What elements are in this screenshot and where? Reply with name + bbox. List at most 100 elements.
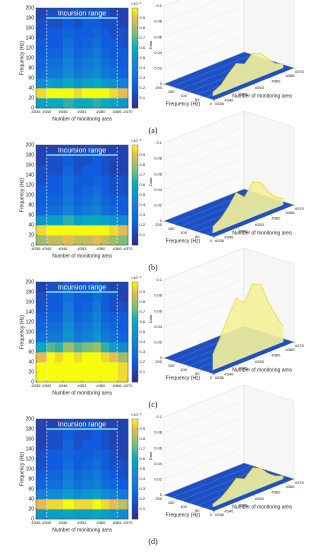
y-tick-label: 140	[26, 172, 35, 178]
x-tick-label: #340	[224, 371, 234, 376]
heat-cell	[109, 155, 118, 166]
z-grid-line	[163, 416, 245, 449]
colorbar-step	[132, 33, 138, 36]
heat-cell	[109, 419, 118, 430]
x-tick	[284, 208, 286, 211]
heat-cell	[36, 292, 48, 303]
colorbar-step	[132, 496, 138, 500]
heat-cell	[36, 362, 48, 373]
heat-cell	[54, 449, 64, 460]
colorbar-step	[132, 449, 138, 452]
heat-cell	[100, 489, 110, 500]
heat-cell	[54, 322, 64, 333]
heat-cell	[82, 185, 94, 196]
colorbar-step	[132, 40, 138, 44]
heat-cell	[54, 8, 64, 19]
heat-cell	[73, 449, 83, 460]
heat-cell	[46, 362, 56, 373]
x-tick	[237, 227, 239, 230]
heat-cell	[36, 215, 48, 226]
heat-cell	[73, 165, 83, 176]
colorbar-tick-label: 0.2	[140, 496, 146, 501]
colorbar-step	[132, 65, 138, 69]
z-tick-label: 0.06	[154, 171, 163, 176]
x-tick-label: #336	[215, 238, 225, 243]
heat-cell	[46, 215, 56, 226]
heat-cell	[100, 499, 110, 510]
heat-cell	[63, 98, 75, 109]
colorbar-label: ×10⁻³	[131, 412, 142, 417]
colorbar-step	[132, 357, 138, 360]
heat-cell	[82, 235, 94, 246]
heat-cell	[63, 352, 75, 363]
colorbar-step	[132, 372, 138, 375]
y-tick-label: 0	[31, 379, 34, 385]
colorbar-step	[132, 309, 138, 313]
x-axis-label: Number of monitoring area	[232, 230, 292, 236]
x-tick-label: #370	[295, 480, 305, 485]
heat-cell	[109, 145, 118, 156]
colorbar-step	[132, 459, 138, 462]
heat-cell	[92, 332, 102, 343]
colorbar-step	[132, 506, 138, 510]
colorbar-step	[132, 299, 138, 303]
heat-cell	[100, 449, 110, 460]
heat-cell	[36, 302, 48, 313]
heat-cell	[54, 509, 64, 520]
x-tick	[237, 364, 239, 367]
colorbar-step	[132, 48, 138, 51]
heat-cell	[46, 78, 56, 89]
x-tick	[223, 96, 225, 98]
colorbar-step	[132, 30, 138, 34]
heat-cell	[92, 489, 102, 500]
colorbar-step	[132, 319, 138, 323]
heat-cell	[36, 282, 48, 293]
heat-cell	[92, 342, 102, 353]
colorbar-step	[132, 215, 138, 218]
heat-cell	[117, 429, 129, 440]
z-tick-label: 0.02	[154, 476, 163, 481]
z-grid-line	[163, 462, 245, 496]
heat-cell	[109, 165, 118, 176]
heat-cell	[82, 165, 94, 176]
colorbar-step	[132, 339, 138, 343]
annotation: Incursion range	[58, 10, 106, 17]
heat-cell	[82, 332, 94, 343]
heat-cell	[92, 215, 102, 226]
heat-cell	[63, 282, 75, 293]
colorbar-step	[132, 43, 138, 46]
heat-cell	[46, 145, 56, 156]
z-grid-line	[163, 173, 245, 206]
colorbar-step	[132, 334, 138, 338]
heat-cell	[36, 185, 48, 196]
y-tick-label: 120	[26, 456, 35, 462]
floor-stripe	[172, 54, 253, 87]
heat-cell	[109, 312, 118, 323]
colorbar-step	[132, 292, 138, 295]
z-tick-label: 0.1	[156, 140, 162, 145]
heat-cell	[117, 68, 129, 79]
heat-cell	[46, 48, 56, 59]
heat-cell	[36, 165, 48, 176]
colorbar-step	[132, 45, 138, 49]
x-tick-label: #370	[124, 520, 134, 525]
heat-cell	[46, 372, 56, 383]
heat-cell	[117, 342, 129, 353]
y-axis-label: Frequency (Hz)	[19, 40, 25, 75]
colorbar-step	[132, 304, 138, 308]
heat-cell	[36, 18, 48, 29]
heat-cell	[63, 362, 75, 373]
colorbar-step	[132, 95, 138, 99]
heat-cell	[46, 28, 56, 39]
heat-cell	[63, 68, 75, 79]
surface-fill	[212, 182, 284, 234]
floor-stripe	[172, 465, 253, 498]
heat-cell	[36, 322, 48, 333]
colorbar-tick-label: 0.4	[140, 339, 146, 344]
heat-cell	[100, 439, 110, 450]
colorbar-step	[132, 55, 138, 59]
heat-cell	[117, 459, 129, 470]
y-tick-label: 140	[26, 35, 35, 41]
heat-cell	[46, 479, 56, 490]
colorbar-step	[132, 80, 138, 84]
